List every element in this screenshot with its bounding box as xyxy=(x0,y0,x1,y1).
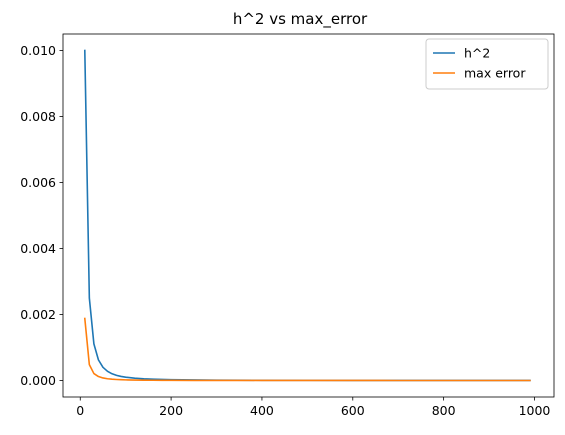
legend-label-1: max error xyxy=(464,66,526,81)
y-tick-label: 0.002 xyxy=(20,307,56,322)
x-tick-label: 0 xyxy=(76,403,84,418)
y-tick-label: 0.010 xyxy=(20,43,56,58)
x-tick-label: 800 xyxy=(432,403,456,418)
legend-label-0: h^2 xyxy=(464,46,490,61)
y-tick-label: 0.004 xyxy=(20,241,56,256)
legend: h^2 max error xyxy=(425,38,549,90)
chart-title: h^2 vs max_error xyxy=(233,10,368,29)
x-tick-label: 200 xyxy=(159,403,183,418)
x-tick-label: 1000 xyxy=(519,403,551,418)
legend-box xyxy=(425,38,549,90)
y-tick-label: 0.000 xyxy=(20,373,56,388)
y-tick-label: 0.008 xyxy=(20,109,56,124)
x-tick-label: 400 xyxy=(250,403,274,418)
y-tick-label: 0.006 xyxy=(20,175,56,190)
plot-frame xyxy=(62,33,555,398)
series-line-1 xyxy=(83,317,531,382)
series-line-0 xyxy=(83,49,531,382)
x-tick-label: 600 xyxy=(341,403,365,418)
